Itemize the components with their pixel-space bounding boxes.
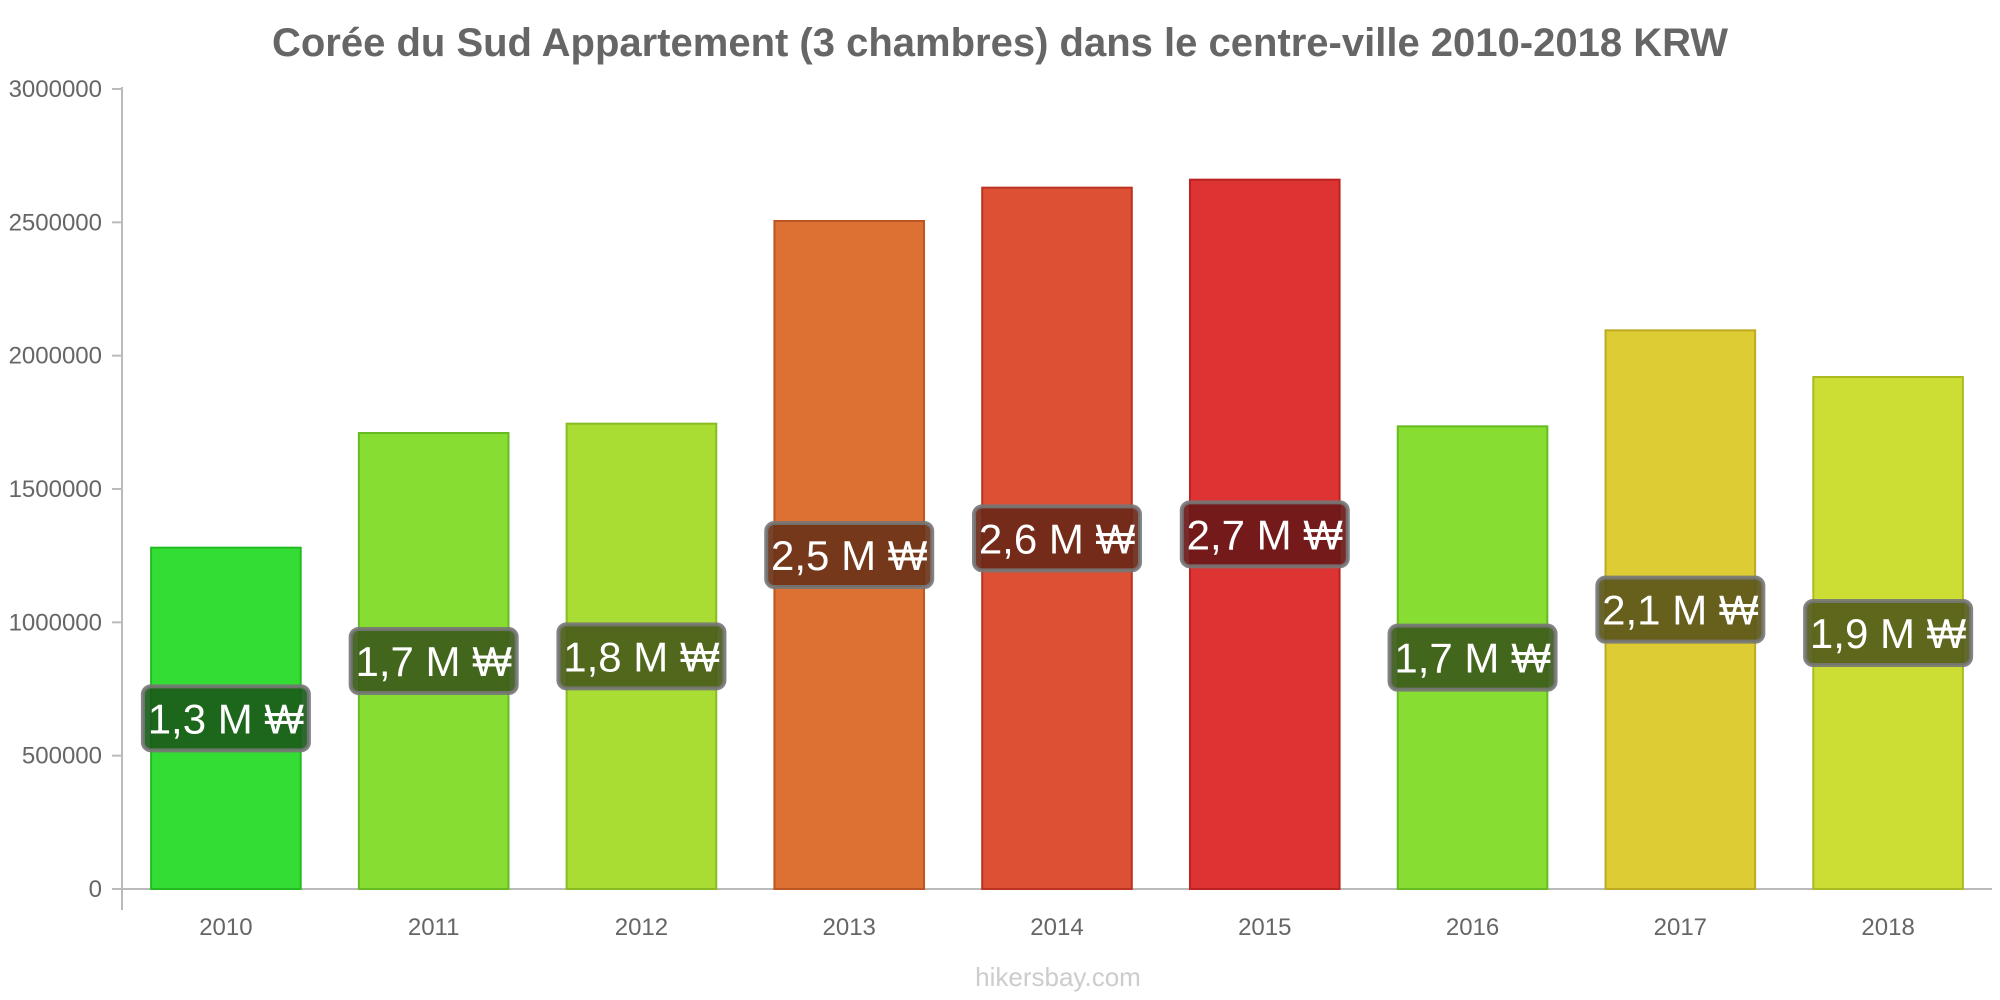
x-tick-label: 2015 xyxy=(1238,914,1291,941)
y-tick-label: 1500000 xyxy=(9,476,102,503)
data-label-box xyxy=(1803,599,1974,667)
data-label-box xyxy=(1595,575,1766,644)
data-label-box xyxy=(556,622,727,691)
y-axis-ticks: 0 500000 1000000 1500000 2000000 2500000 30000… xyxy=(9,76,122,903)
data-label-box xyxy=(1179,500,1350,569)
y-tick-label: 3000000 xyxy=(9,76,102,103)
x-tick-label: 2013 xyxy=(823,914,876,941)
data-label: 2,5 M ₩ xyxy=(771,532,928,579)
x-axis-ticks: 2010 2011 2012 2013 2014 2015 2016 2017 2018 xyxy=(199,914,1915,941)
x-tick-label: 2010 xyxy=(199,914,252,941)
x-tick-label: 2018 xyxy=(1861,914,1914,941)
data-label: 2,7 M ₩ xyxy=(1187,511,1344,558)
data-label: 1,9 M ₩ xyxy=(1810,610,1967,657)
watermark: hikersbay.com xyxy=(975,962,1141,992)
data-label: 2,6 M ₩ xyxy=(979,515,1136,562)
data-label-box xyxy=(140,684,311,753)
y-tick-label: 500000 xyxy=(22,743,102,770)
data-label-box xyxy=(972,504,1142,573)
data-label-box xyxy=(764,521,935,589)
data-label-box xyxy=(348,627,519,695)
data-label: 1,7 M ₩ xyxy=(355,638,512,685)
y-tick-label: 1000000 xyxy=(9,609,102,636)
x-tick-label: 2016 xyxy=(1446,914,1499,941)
data-label: 2,1 M ₩ xyxy=(1602,587,1759,634)
y-tick-label: 2500000 xyxy=(9,209,102,236)
x-tick-label: 2017 xyxy=(1654,914,1707,941)
y-tick-label: 0 xyxy=(89,876,102,903)
data-labels-group: 1,3 M ₩ 1,7 M ₩ 1,8 M ₩ 2,5 M ₩ 2,6 M ₩ 2,7 M… xyxy=(140,500,1974,753)
data-label: 1,3 M ₩ xyxy=(148,695,305,742)
x-tick-label: 2014 xyxy=(1030,914,1083,941)
data-label: 1,7 M ₩ xyxy=(1394,635,1551,682)
data-label-box xyxy=(1387,623,1558,692)
x-tick-label: 2012 xyxy=(615,914,668,941)
x-tick-label: 2011 xyxy=(408,914,460,941)
data-label: 1,8 M ₩ xyxy=(563,633,720,680)
chart-title: Corée du Sud Appartement (3 chambres) da… xyxy=(272,21,1728,65)
y-tick-label: 2000000 xyxy=(9,343,102,370)
